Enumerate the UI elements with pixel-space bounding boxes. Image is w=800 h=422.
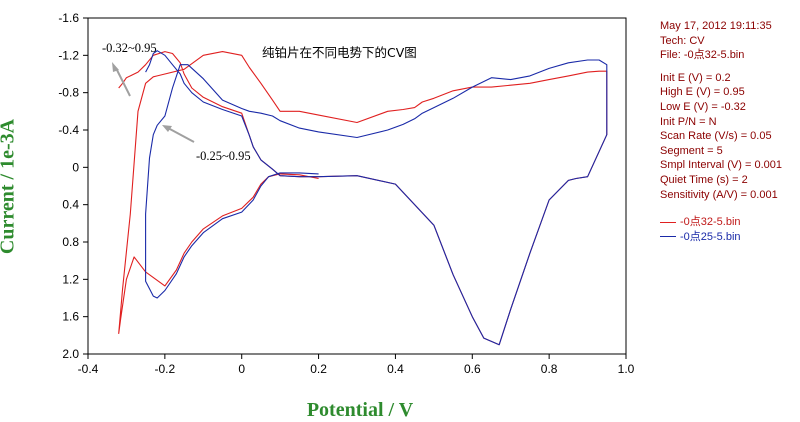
info-line: Quiet Time (s) = 2 (660, 173, 748, 186)
annotation-arrow (167, 127, 195, 143)
info-line: High E (V) = 0.95 (660, 86, 745, 99)
y-axis-label: Current / 1e-3A (0, 118, 19, 255)
x-axis-label: Potential / V (306, 399, 414, 421)
info-line: Init E (V) = 0.2 (660, 71, 731, 84)
y-tick-label: 0 (72, 160, 79, 174)
series-line (118, 51, 608, 346)
series-line (145, 50, 608, 346)
info-line: File: -0点32-5.bin (660, 49, 745, 62)
y-tick-label: -1.6 (58, 11, 79, 25)
info-line: May 17, 2012 19:11:35 (660, 20, 772, 32)
y-tick-label: 1.2 (62, 272, 79, 286)
info-line: Tech: CV (660, 34, 705, 47)
x-tick-label: 1.0 (618, 362, 635, 376)
x-tick-label: 0.8 (541, 362, 558, 376)
y-tick-label: 0.8 (62, 235, 79, 249)
y-tick-label: -0.4 (58, 123, 79, 137)
legend-item: -0点32-5.bin (660, 215, 741, 230)
annotation-arrowhead (162, 125, 172, 132)
info-line: Sensitivity (A/V) = 0.001 (660, 188, 778, 201)
legend-label: -0点25-5.bin (680, 230, 741, 243)
plot-frame (87, 17, 627, 355)
y-tick-label: -1.2 (58, 48, 79, 62)
x-tick-label: 0.2 (310, 362, 327, 376)
info-spacer (660, 63, 782, 71)
x-tick-label: 0.6 (464, 362, 481, 376)
x-tick-label: -0.2 (155, 362, 176, 376)
info-line: Segment = 5 (660, 144, 723, 157)
legend-item: -0点25-5.bin (660, 230, 741, 245)
x-tick-label: 0 (238, 362, 245, 376)
legend-swatch (660, 221, 676, 223)
x-tick-label: -0.4 (78, 362, 99, 376)
annotation-label: -0.32~0.95 (102, 41, 157, 55)
info-line: Low E (V) = -0.32 (660, 100, 746, 113)
y-tick-label: 0.4 (62, 198, 79, 212)
legend-swatch (660, 236, 676, 238)
info-line: Scan Rate (V/s) = 0.05 (660, 130, 772, 143)
annotation-arrowhead (112, 62, 119, 72)
annotation-label: -0.25~0.95 (196, 149, 251, 163)
y-tick-label: 2.0 (62, 347, 79, 361)
info-line: Init P/N = N (660, 115, 717, 128)
legend-label: -0点32-5.bin (680, 216, 741, 228)
x-tick-label: 0.4 (387, 362, 404, 376)
experiment-info: May 17, 2012 19:11:35 Tech: CV File: -0点… (660, 19, 782, 202)
legend: -0点32-5.bin -0点25-5.bin (660, 215, 741, 244)
annotation-arrow (115, 67, 131, 97)
y-tick-label: 1.6 (62, 310, 79, 324)
y-tick-label: -0.8 (58, 86, 79, 100)
chart-title: 纯铂片在不同电势下的CV图 (262, 45, 417, 60)
info-line: Smpl Interval (V) = 0.001 (660, 159, 782, 172)
